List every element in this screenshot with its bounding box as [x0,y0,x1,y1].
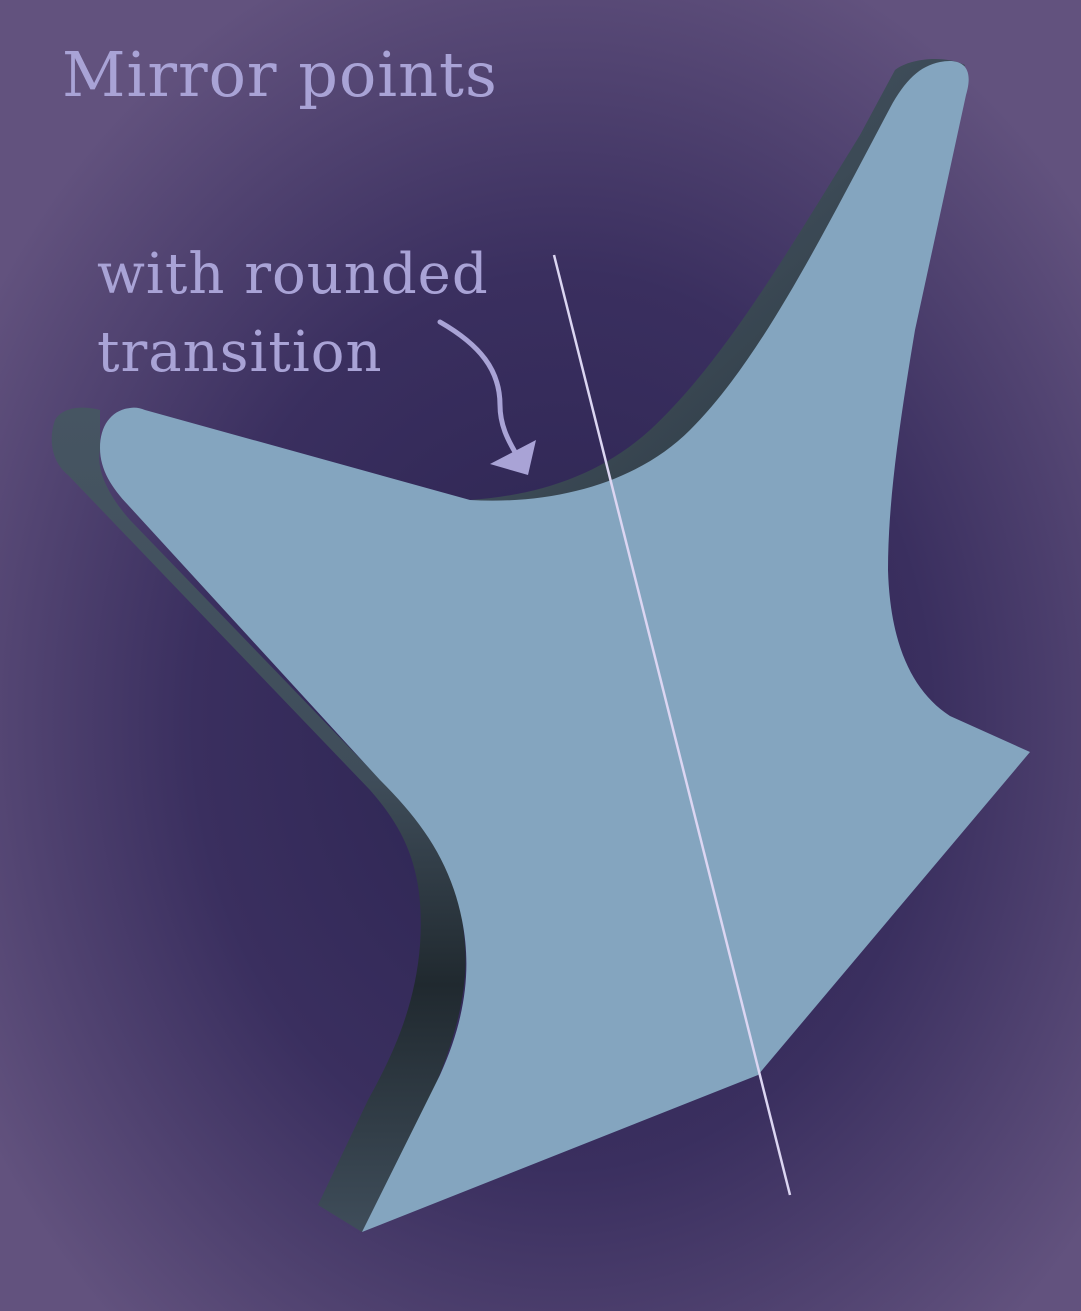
diagram-title: Mirror points [62,38,498,111]
arrowhead-icon [490,440,536,475]
side-left-body [51,407,466,1232]
callout-line-1: with rounded [97,242,489,307]
shape-face [100,60,1030,1233]
side-upper-arm [470,58,965,506]
shape-side [51,58,965,1232]
mirror-line [552,254,792,1196]
callout-arrow-curve [437,319,518,455]
callout-label: with rounded transition [97,236,489,392]
callout-line-2: transition [97,320,383,385]
